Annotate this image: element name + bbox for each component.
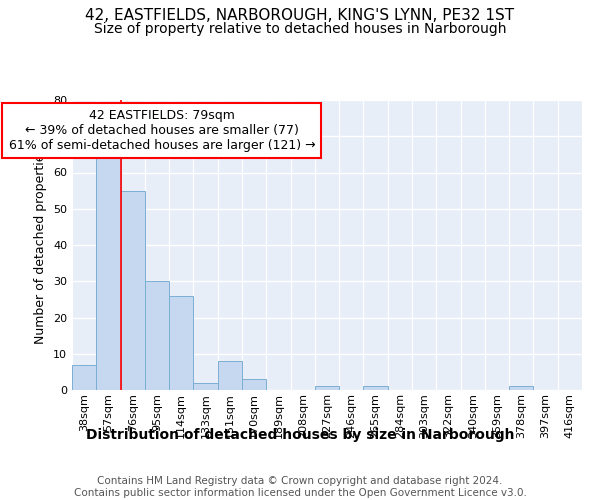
Bar: [121, 190, 145, 390]
Y-axis label: Number of detached properties: Number of detached properties: [34, 146, 47, 344]
Bar: [193, 383, 218, 390]
Bar: [145, 281, 169, 390]
Text: 42, EASTFIELDS, NARBOROUGH, KING'S LYNN, PE32 1ST: 42, EASTFIELDS, NARBOROUGH, KING'S LYNN,…: [85, 8, 515, 22]
Bar: [315, 386, 339, 390]
Bar: [242, 379, 266, 390]
Bar: [509, 386, 533, 390]
Text: Size of property relative to detached houses in Narborough: Size of property relative to detached ho…: [94, 22, 506, 36]
Text: 42 EASTFIELDS: 79sqm
← 39% of detached houses are smaller (77)
61% of semi-detac: 42 EASTFIELDS: 79sqm ← 39% of detached h…: [8, 109, 315, 152]
Bar: [96, 154, 121, 390]
Bar: [72, 364, 96, 390]
Bar: [169, 296, 193, 390]
Text: Distribution of detached houses by size in Narborough: Distribution of detached houses by size …: [86, 428, 514, 442]
Bar: [218, 361, 242, 390]
Bar: [364, 386, 388, 390]
Text: Contains HM Land Registry data © Crown copyright and database right 2024.
Contai: Contains HM Land Registry data © Crown c…: [74, 476, 526, 498]
